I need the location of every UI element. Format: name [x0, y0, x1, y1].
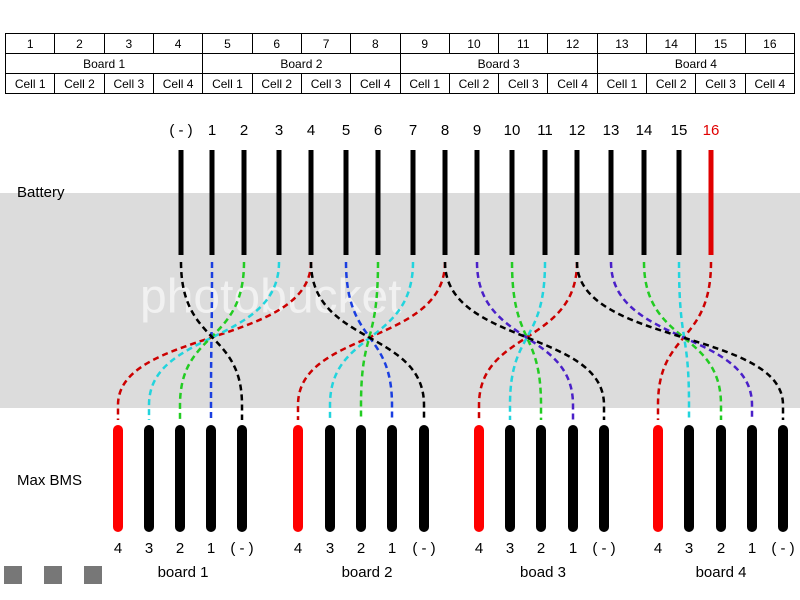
dashed-wire [443, 261, 606, 420]
bms-terminal-label: 4 [114, 540, 122, 557]
table-cell: Cell 4 [547, 73, 598, 94]
bms-terminal-label: 3 [326, 540, 334, 557]
dashed-wire [508, 261, 547, 420]
table-cell: Cell 2 [251, 73, 302, 94]
battery-terminal-label: 10 [504, 122, 521, 139]
bms-terminal-label: 2 [717, 540, 725, 557]
dashed-wire [209, 261, 214, 420]
dashed-wire [116, 261, 313, 420]
bms-terminal-label: 3 [145, 540, 153, 557]
bms-terminal-label: 1 [388, 540, 396, 557]
battery-terminal-label: ( - ) [169, 122, 192, 139]
bms-terminal-label: 4 [654, 540, 662, 557]
board-name: board 1 [158, 564, 209, 581]
table-cell: Cell 4 [152, 73, 204, 94]
table-cell: Cell 2 [54, 73, 105, 94]
table-cell: Cell 3 [300, 73, 352, 94]
dashed-wire [359, 261, 380, 420]
table-cell: Cell 4 [744, 73, 796, 94]
battery-terminal-label: 8 [441, 122, 449, 139]
bms-terminal-label: 2 [537, 540, 545, 557]
battery-terminal-label: 13 [603, 122, 620, 139]
bms-terminal-label: 1 [569, 540, 577, 557]
icon [44, 566, 62, 584]
battery-terminal-label: 4 [307, 122, 315, 139]
dashed-wire [309, 261, 426, 420]
bms-terminal-label: 3 [685, 540, 693, 557]
table-cell: Cell 2 [646, 73, 697, 94]
battery-terminal-label: 14 [636, 122, 653, 139]
bms-terminal-label: 1 [207, 540, 215, 557]
board-name: boad 3 [520, 564, 566, 581]
icon [84, 566, 102, 584]
table-cell: Cell 1 [399, 73, 450, 94]
battery-terminal-label: 7 [409, 122, 417, 139]
band [0, 193, 800, 408]
bms-terminal-label: 1 [748, 540, 756, 557]
table-cell: Cell 3 [103, 73, 154, 94]
board-name: board 2 [342, 564, 393, 581]
battery-terminal-label: 6 [374, 122, 382, 139]
battery-terminal-label: 12 [569, 122, 586, 139]
mapping-table: 1 2 3 4 5 6 7 8 9 10 11 12 13 14 15 16 Board 1 Board 2 Bo… [4, 33, 796, 94]
table-cell: Cell 4 [350, 73, 401, 94]
bms-terminal-label: 2 [176, 540, 184, 557]
bms-terminal-label: ( - ) [771, 540, 794, 557]
bms-terminal-label: 2 [357, 540, 365, 557]
dashed-wire [510, 261, 543, 420]
dashed-wire [328, 261, 415, 420]
battery-terminal-label: 3 [275, 122, 283, 139]
battery-terminal-label: 9 [473, 122, 481, 139]
battery-terminal-label: 15 [671, 122, 688, 139]
dashed-wire [656, 261, 713, 420]
dashed-wire [296, 261, 447, 420]
table-cell: Board 4 [596, 53, 796, 74]
battery-terminal-label: 11 [537, 122, 553, 139]
bms-terminal-label: ( - ) [230, 540, 253, 557]
bms-terminal-label: ( - ) [412, 540, 435, 557]
dashed-wire [575, 261, 785, 420]
battery-terminal-label: 16 [703, 122, 720, 139]
bms-terminal-label: 4 [475, 540, 483, 557]
table-cell: 11 [498, 33, 549, 54]
battery-label: Battery [17, 184, 65, 201]
battery-terminal-label: 2 [240, 122, 248, 139]
battery-terminal-label: 1 [208, 122, 216, 139]
dashed-wire [677, 261, 691, 420]
battery-terminal-label: 5 [342, 122, 350, 139]
number-row: 1 2 3 4 5 6 7 8 9 10 11 12 13 14 15 16 [4, 33, 796, 54]
icon [4, 566, 22, 584]
table-cell: Cell 1 [4, 73, 56, 94]
cell-row: Cell 1 Cell 2 Cell 3 Cell 4 Cell 1 Cell 2 Cell… [4, 73, 796, 94]
board-name: board 4 [696, 564, 747, 581]
bms-terminal-label: ( - ) [592, 540, 615, 557]
bms-terminal-label: 4 [294, 540, 302, 557]
table-cell: Cell 3 [498, 73, 549, 94]
dashed-wire [147, 261, 281, 420]
table-cell: Cell 2 [448, 73, 500, 94]
bms-label: Max BMS [17, 472, 82, 489]
bms-terminal-label: 3 [506, 540, 514, 557]
